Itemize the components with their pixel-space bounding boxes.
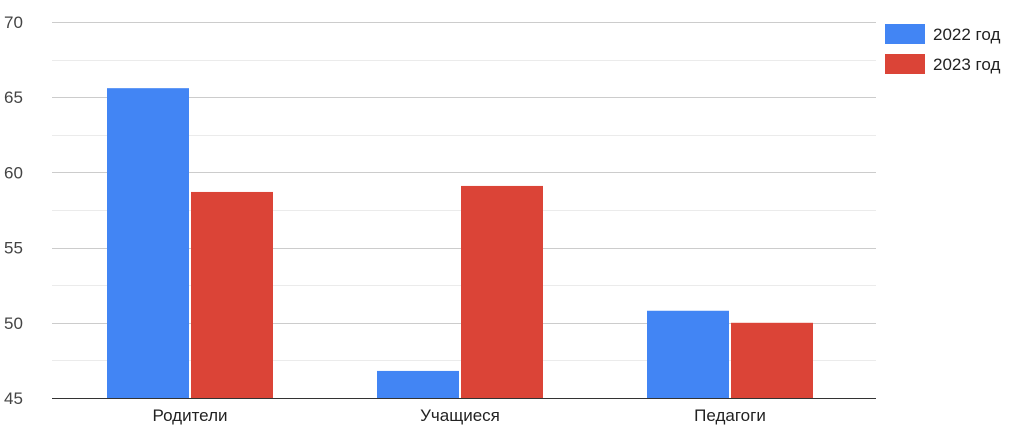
legend-label: 2023 год	[933, 55, 1000, 74]
bar-series-2-3[interactable]	[731, 322, 813, 398]
bar-series-1-3[interactable]	[647, 310, 729, 398]
y-axis-tick-labels: 45 50 55 60 65 70	[4, 13, 23, 408]
x-category-label: Педагоги	[694, 406, 766, 425]
bar-series-2-2[interactable]	[461, 185, 543, 398]
legend: 2022 год 2023 год	[885, 24, 1000, 74]
bars	[52, 88, 876, 399]
y-tick-label: 50	[4, 314, 23, 333]
y-tick-label: 70	[4, 13, 23, 32]
x-category-label: Родители	[153, 406, 228, 425]
x-category-label: Учащиеся	[420, 406, 500, 425]
y-tick-label: 65	[4, 88, 23, 107]
bar-series-2-1[interactable]	[191, 191, 273, 398]
legend-swatch	[885, 54, 925, 74]
x-axis-category-labels: Родители Учащиеся Педагоги	[153, 406, 766, 425]
y-tick-label: 60	[4, 163, 23, 182]
y-tick-label: 55	[4, 239, 23, 258]
legend-swatch	[885, 24, 925, 44]
bar-series-1-1[interactable]	[107, 88, 189, 399]
bar-series-1-2[interactable]	[377, 370, 459, 398]
y-tick-label: 45	[4, 389, 23, 408]
legend-label: 2022 год	[933, 25, 1000, 44]
